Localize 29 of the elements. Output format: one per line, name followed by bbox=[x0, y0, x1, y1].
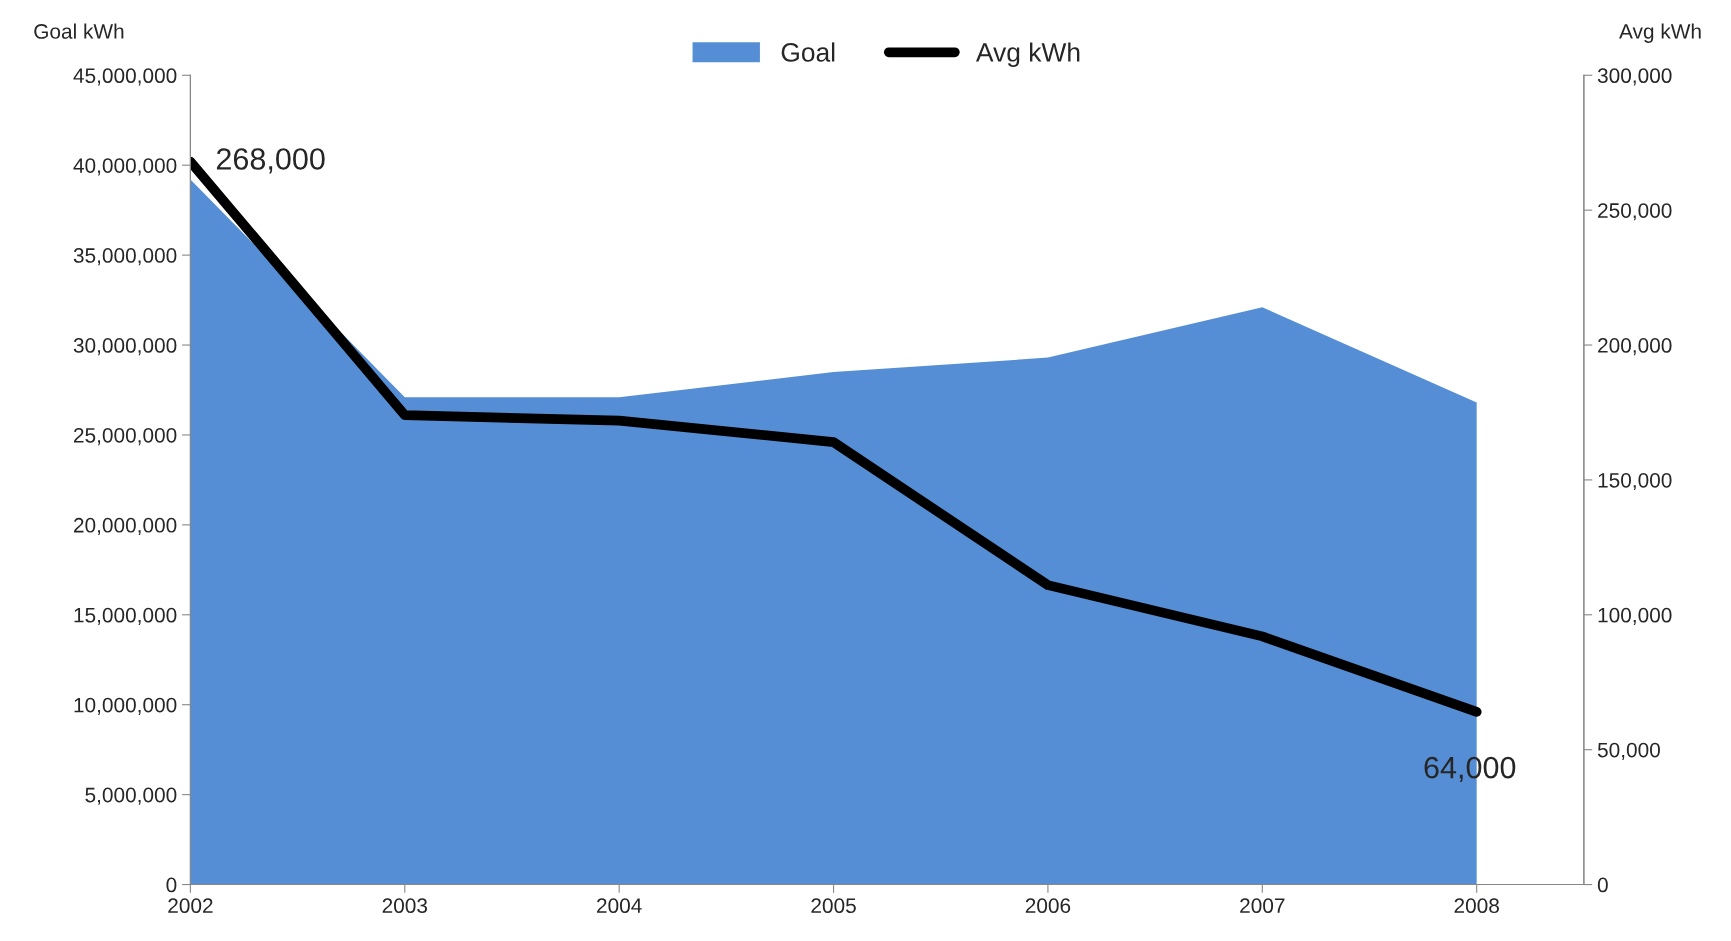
y-tick-label: 30,000,000 bbox=[73, 338, 177, 356]
y2-tick-label: 300,000 bbox=[1597, 68, 1672, 86]
y-tick-label: 40,000,000 bbox=[73, 158, 177, 176]
x-tick-label: 2002 bbox=[168, 898, 213, 914]
legend-label: Goal bbox=[781, 42, 835, 62]
y-tick-label: 15,000,000 bbox=[74, 607, 177, 625]
y-tick-label: 10,000,000 bbox=[74, 697, 177, 715]
x-tick-label: 2006 bbox=[1025, 898, 1071, 914]
y2-tick-label: 0 bbox=[1597, 877, 1608, 893]
y-tick-label: 20,000,000 bbox=[74, 517, 177, 536]
y2-tick-label: 250,000 bbox=[1598, 203, 1672, 221]
legend-label: Avg kWh bbox=[975, 42, 1080, 67]
x-tick-label: 2005 bbox=[811, 898, 856, 914]
y2-tick-label: 200,000 bbox=[1598, 338, 1672, 356]
y-tick-label: 5,000,000 bbox=[85, 787, 177, 805]
y-tick-label: 45,000,000 bbox=[73, 68, 177, 86]
y-tick-label: 0 bbox=[166, 877, 177, 893]
y-tick-label: 25,000,000 bbox=[74, 427, 177, 446]
y-tick-label: 35,000,000 bbox=[73, 248, 177, 266]
x-tick-label: 2003 bbox=[382, 898, 428, 914]
y2-tick-label: 100,000 bbox=[1598, 607, 1672, 625]
x-tick-label: 2008 bbox=[1454, 898, 1499, 914]
data-label: 268,000 bbox=[216, 148, 325, 174]
y2-tick-label: 50,000 bbox=[1597, 742, 1660, 760]
x-tick-label: 2004 bbox=[597, 898, 642, 914]
y2-axis-title: Avg kWh bbox=[1619, 23, 1701, 43]
y-axis-title: Goal kWh bbox=[34, 23, 124, 39]
x-tick-label: 2007 bbox=[1240, 898, 1285, 914]
y2-tick-label: 150,000 bbox=[1598, 472, 1672, 491]
